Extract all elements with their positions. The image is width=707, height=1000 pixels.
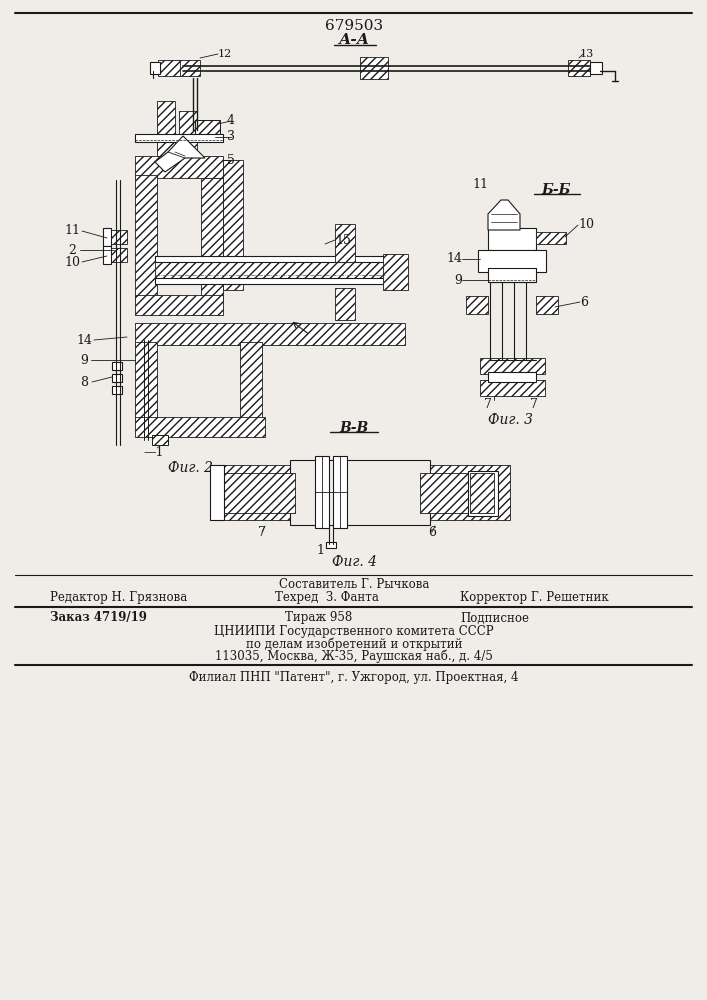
Text: 2: 2 (68, 243, 76, 256)
Bar (568, 60, 590, 76)
Bar (466, 296, 488, 314)
Text: 10: 10 (578, 219, 594, 232)
Bar (155, 278, 385, 284)
Text: 8: 8 (80, 375, 88, 388)
Bar (135, 134, 223, 142)
Text: Фиг. 3: Фиг. 3 (488, 413, 532, 427)
Bar (326, 542, 336, 548)
Bar (210, 465, 224, 520)
Text: 679503: 679503 (325, 19, 383, 33)
Bar (210, 465, 510, 520)
Bar (488, 372, 536, 382)
Bar (333, 456, 347, 528)
Text: Редактор Н. Грязнова: Редактор Н. Грязнова (50, 591, 187, 604)
Text: Составитель Г. Рычкова: Составитель Г. Рычкова (279, 578, 429, 591)
Bar (135, 295, 223, 315)
Bar (179, 111, 197, 156)
Text: 7: 7 (484, 397, 492, 410)
Text: А-А: А-А (339, 33, 370, 47)
Bar (158, 60, 180, 76)
Text: 6: 6 (580, 296, 588, 308)
Text: 9: 9 (454, 273, 462, 286)
Bar (178, 60, 200, 76)
Bar (103, 246, 111, 264)
Bar (383, 254, 408, 290)
Bar (215, 473, 295, 513)
Bar (201, 178, 223, 300)
Text: Фиг. 4: Фиг. 4 (332, 555, 377, 569)
Bar (478, 250, 546, 272)
Bar (335, 224, 355, 262)
Bar (223, 160, 243, 290)
Bar (488, 228, 536, 250)
Bar (152, 435, 168, 445)
Bar (150, 62, 160, 74)
Text: Б-Б: Б-Б (542, 183, 571, 197)
Text: 7: 7 (530, 397, 538, 410)
Text: Техред  З. Фанта: Техред З. Фанта (275, 591, 379, 604)
Text: 6: 6 (428, 526, 436, 538)
Text: Заказ 4719/19: Заказ 4719/19 (50, 611, 147, 624)
Text: 3: 3 (227, 130, 235, 143)
Text: 7: 7 (258, 526, 266, 538)
Bar (135, 323, 405, 345)
Bar (135, 175, 157, 300)
Text: 14: 14 (76, 334, 92, 347)
Text: ЦНИИПИ Государственного комитета СССР: ЦНИИПИ Государственного комитета СССР (214, 626, 493, 639)
Bar (360, 57, 388, 79)
Bar (290, 460, 430, 525)
Polygon shape (488, 200, 520, 230)
Bar (335, 288, 355, 320)
Text: 11: 11 (472, 178, 488, 192)
Bar (490, 228, 534, 246)
Text: 10: 10 (64, 255, 80, 268)
Bar (536, 232, 566, 244)
Bar (135, 417, 265, 437)
Text: 14: 14 (446, 252, 462, 265)
Text: Корректор Г. Решетник: Корректор Г. Решетник (460, 591, 609, 604)
Bar (468, 471, 498, 516)
Bar (420, 473, 470, 513)
Bar (590, 62, 602, 74)
Bar (112, 362, 122, 370)
Text: В-В: В-В (339, 421, 368, 435)
Bar (183, 120, 205, 136)
Text: 15: 15 (335, 233, 351, 246)
Text: 1: 1 (316, 544, 324, 556)
Bar (103, 228, 111, 246)
Bar (536, 296, 558, 314)
Bar (480, 252, 544, 270)
Text: 9: 9 (80, 354, 88, 366)
Text: 5: 5 (227, 153, 235, 166)
Text: Фиг. 2: Фиг. 2 (168, 461, 213, 475)
Text: Подписное: Подписное (460, 611, 529, 624)
Bar (107, 230, 127, 244)
Bar (488, 268, 536, 282)
Text: Филиал ПНП "Патент", г. Ужгород, ул. Проектная, 4: Филиал ПНП "Патент", г. Ужгород, ул. Про… (189, 670, 519, 684)
Bar (107, 248, 127, 262)
Text: 13: 13 (580, 49, 595, 59)
Text: по делам изобретений и открытий: по делам изобретений и открытий (246, 637, 462, 651)
Bar (135, 156, 223, 178)
Text: 12: 12 (218, 49, 233, 59)
Bar (155, 256, 385, 262)
Text: 11: 11 (64, 224, 80, 236)
Bar (195, 120, 220, 134)
Bar (155, 260, 385, 282)
Bar (112, 386, 122, 394)
Text: 113035, Москва, Ж-35, Раушская наб., д. 4/5: 113035, Москва, Ж-35, Раушская наб., д. … (215, 649, 493, 663)
Text: 4: 4 (227, 114, 235, 127)
Bar (480, 358, 545, 374)
Polygon shape (155, 136, 205, 172)
Bar (315, 456, 329, 528)
Bar (135, 342, 157, 420)
Bar (157, 101, 175, 156)
Bar (112, 374, 122, 382)
Text: —1: —1 (143, 446, 163, 460)
Bar (480, 380, 545, 396)
Bar (470, 473, 494, 513)
Text: Тираж 958: Тираж 958 (285, 611, 352, 624)
Bar (240, 342, 262, 420)
